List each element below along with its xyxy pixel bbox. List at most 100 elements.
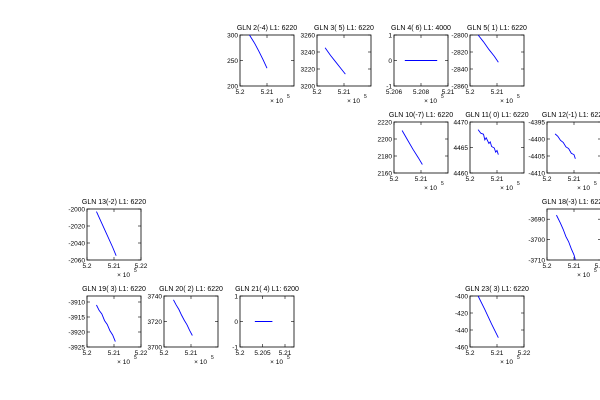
y-tick-label: 4470 [454,119,469,126]
y-tick-label: 0 [234,319,238,326]
subplot: GLN 20( 2) L1: 6220 5.2 5.21 3700 3720 3740 × … [148,286,223,366]
x-tick-label: 5.21 [338,89,351,96]
y-tick-label: -4400 [528,136,545,143]
x-tick-label: 5.21 [491,176,504,183]
y-tick-label: 4465 [454,145,469,152]
series-line [477,295,499,338]
subplot-title: GLN 11( 0) L1: 6220 [465,112,528,119]
x-exponent-power: 5 [287,355,290,361]
subplot: GLN 21( 4) L1: 6200 5.2 5.205 5.21 -1 0 1 × 10 5 [232,286,299,366]
subplot: GLN 12(-1) L1: 6220 5.2 5.21 -4410 -4405 -440… [528,112,600,192]
x-tick-label: 5.2 [312,89,321,96]
y-tick-label: -2820 [451,49,468,56]
subplot: GLN 23( 3) L1: 6220 5.2 5.21 5.22 -460 -440 -4… [455,286,531,366]
x-tick-label: 5.21 [491,350,504,357]
x-exponent-power: 5 [517,94,520,100]
y-tick-label: 2180 [378,153,393,160]
series-line [249,34,268,69]
y-tick-label: 1 [234,293,238,300]
y-tick-label: 3200 [301,83,316,90]
x-exponent-power: 5 [211,355,214,361]
subplot-title: GLN 4( 6) L1: 4000 [391,25,451,32]
axes-box [163,295,219,348]
x-exponent-label: × 10 [500,185,513,192]
series-line [96,211,117,256]
axes-box [393,121,449,174]
x-tick-label: 5.21 [491,89,504,96]
x-exponent-power: 5 [134,355,137,361]
x-tick-label: 5.22 [518,350,531,357]
x-tick-label: 5.22 [135,350,148,357]
x-exponent-power: 5 [441,94,444,100]
x-exponent-label: × 10 [270,98,283,105]
x-tick-label: 5.2 [82,350,91,357]
x-tick-label: 5.21 [415,176,428,183]
subplot: GLN 5( 1) L1: 6220 5.2 5.21 -2860 -2840 -2820… [451,25,527,105]
subplot-title: GLN 10(-7) L1: 6220 [389,112,453,119]
x-exponent-label: × 10 [347,98,360,105]
x-exponent-label: × 10 [117,272,130,279]
x-tick-label: 5.2 [82,263,91,270]
y-tick-label: 3260 [301,32,316,39]
x-exponent-label: × 10 [500,98,513,105]
y-tick-label: -4410 [528,170,545,177]
y-tick-label: 2220 [378,119,393,126]
y-tick-label: -460 [455,344,468,351]
subplot: GLN 19( 3) L1: 6220 5.2 5.21 5.22 -3925 -3920… [68,286,147,366]
y-tick-label: -3910 [68,299,85,306]
x-tick-label: 5.2 [465,350,474,357]
x-exponent-label: × 10 [424,98,437,105]
x-tick-label: 5.21 [108,263,121,270]
y-tick-label: -2020 [68,223,85,230]
y-tick-label: -2040 [68,240,85,247]
x-tick-label: 5.21 [442,89,455,96]
y-tick-label: 300 [227,32,238,39]
y-tick-label: 200 [227,83,238,90]
axes-box [316,34,372,87]
x-tick-label: 5.2 [542,263,551,270]
x-exponent-label: × 10 [577,185,590,192]
x-tick-label: 5.2 [235,89,244,96]
y-tick-label: -1 [232,344,238,351]
y-tick-label: -4395 [528,119,545,126]
x-tick-label: 5.21 [568,176,581,183]
x-exponent-label: × 10 [194,359,207,366]
x-tick-label: 5.208 [413,89,430,96]
x-tick-label: 5.206 [386,89,403,96]
y-tick-label: 2160 [378,170,393,177]
x-exponent-power: 5 [287,94,290,100]
series-line [401,130,423,165]
y-tick-label: -2060 [68,257,85,264]
y-tick-label: -420 [455,310,468,317]
x-tick-label: 5.21 [185,350,198,357]
y-tick-label: 3740 [148,293,163,300]
y-tick-label: -3710 [528,257,545,264]
y-tick-label: -2800 [451,32,468,39]
x-tick-label: 5.21 [261,89,274,96]
series-line [554,133,576,159]
x-tick-label: 5.2 [542,176,551,183]
subplot-title: GLN 18(-3) L1: 6220 [542,199,600,206]
y-tick-label: -3700 [528,237,545,244]
x-tick-label: 5.22 [595,263,600,270]
y-tick-label: -3920 [68,329,85,336]
y-tick-label: -400 [455,293,468,300]
axes-box [239,34,295,87]
y-tick-label: 4460 [454,170,469,177]
x-tick-label: 5.2 [465,176,474,183]
y-tick-label: 2200 [378,136,393,143]
series-line [173,299,193,336]
x-tick-label: 5.2 [235,350,244,357]
y-tick-label: 3240 [301,49,316,56]
y-tick-label: -3915 [68,314,85,321]
subplot: GLN 2(-4) L1: 6220 5.2 5.21 200 250 300 × 10 5 [227,25,297,105]
subplot: GLN 4( 6) L1: 4000 5.206 5.208 5.21 -1 0 1 × 10… [386,25,455,105]
series-line [96,304,116,342]
x-tick-label: 5.21 [279,350,292,357]
series-line [324,47,346,75]
x-tick-label: 5.2 [465,89,474,96]
subplot: GLN 18(-3) L1: 6220 5.2 5.21 5.22 -3710 -3700… [528,199,600,279]
series-line [477,34,499,63]
axes-box [469,295,525,348]
